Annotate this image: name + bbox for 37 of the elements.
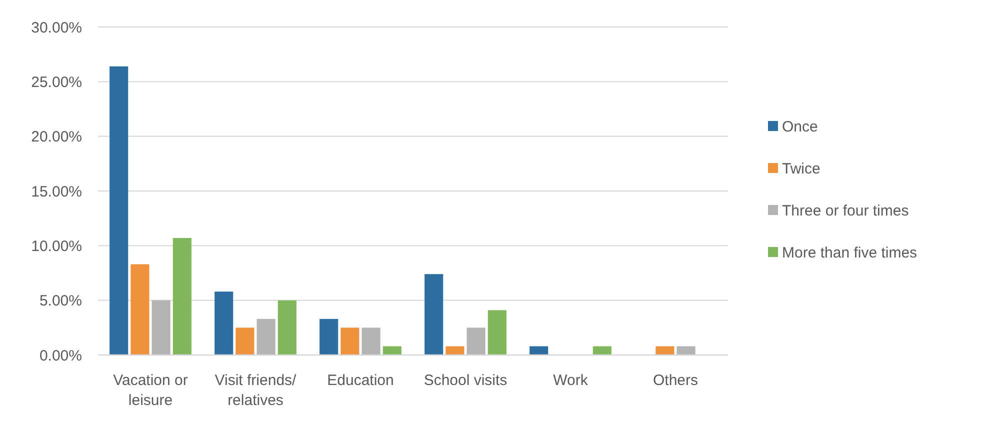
bar — [530, 346, 548, 355]
bar — [130, 264, 150, 355]
y-tick-label: 20.00% — [31, 128, 82, 146]
x-tick-label: School visits — [424, 372, 508, 389]
bar — [110, 66, 128, 355]
x-tick-label: Work — [553, 372, 588, 389]
bar — [152, 300, 170, 355]
y-tick-label: 15.00% — [31, 183, 82, 200]
bar — [446, 346, 464, 355]
bar — [424, 274, 444, 355]
x-tick-label: Others — [652, 372, 698, 389]
bar — [488, 310, 506, 355]
bar — [340, 328, 360, 355]
bar — [676, 346, 696, 355]
bar — [362, 328, 380, 355]
bar — [382, 346, 402, 355]
bar — [320, 318, 338, 355]
legend-label: Once — [782, 118, 818, 136]
bar — [214, 292, 234, 355]
x-tick-label: Visit friends/ relatives — [214, 372, 298, 409]
bar — [592, 346, 612, 355]
legend-label: More than five times — [782, 244, 918, 262]
y-tick-label: 30.00% — [31, 19, 82, 36]
x-tick-label: Education — [327, 372, 394, 389]
bar — [466, 328, 486, 355]
legend-label: Three or four times — [782, 202, 909, 220]
bar — [656, 346, 674, 355]
y-tick-label: 25.00% — [31, 74, 82, 91]
y-tick-label: 5.00% — [39, 292, 82, 310]
legend-label: Twice — [782, 160, 820, 178]
y-tick-label: 10.00% — [31, 238, 82, 255]
y-tick-label: 0.00% — [39, 347, 82, 364]
bar — [278, 300, 296, 355]
bar — [172, 238, 192, 355]
x-tick-label: Vacation or leisure — [113, 372, 188, 409]
bar — [236, 328, 254, 355]
bar — [256, 318, 276, 355]
